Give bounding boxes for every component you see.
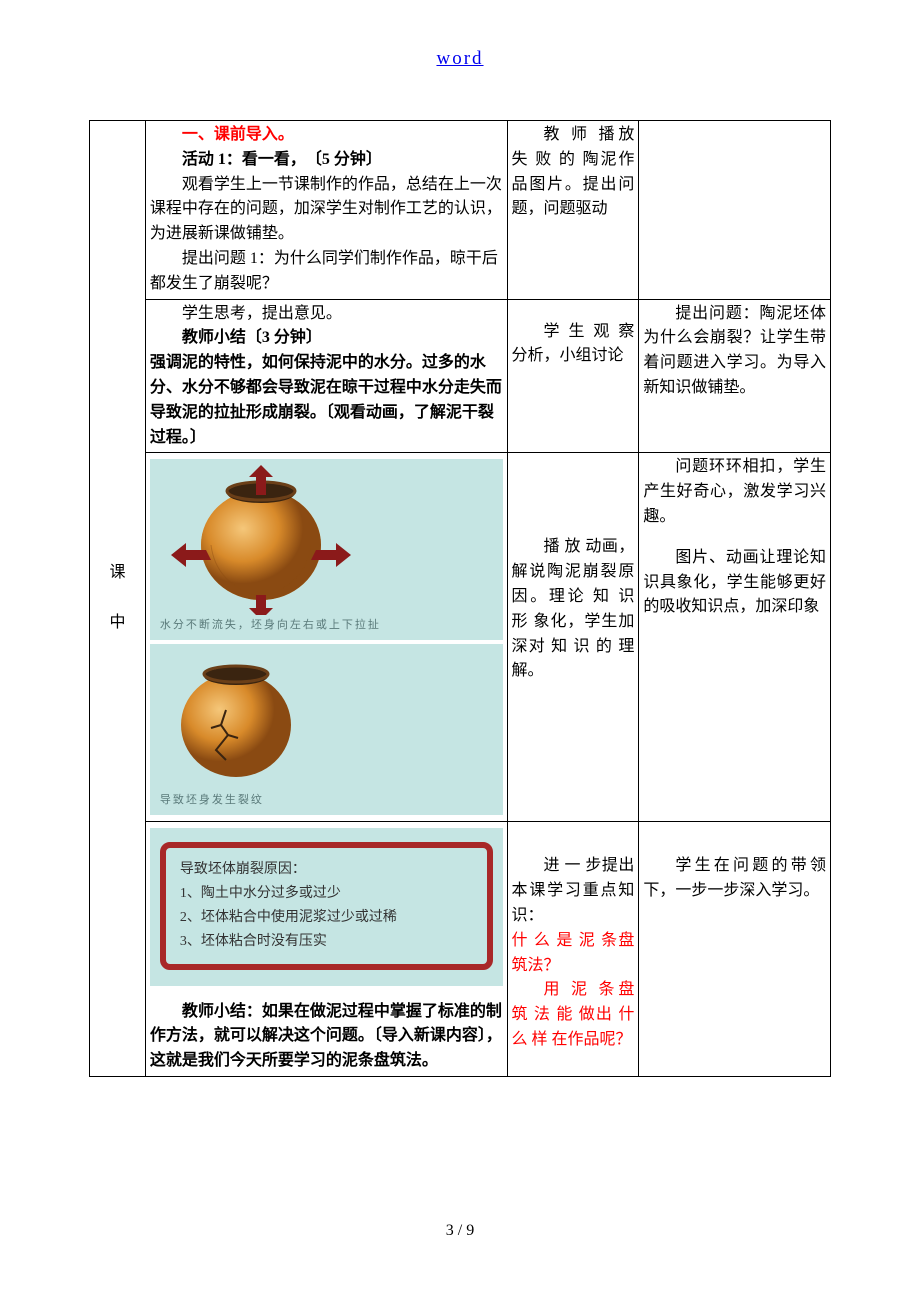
s2-mid: 学 生 观 察 分析，小组讨论 [512,320,635,370]
main-col-r1: 一、课前导入。 活动 1：看一看， 〔5 分钟〕 观看学生上一节课制作的作品，总… [145,121,507,300]
illustration-1: 水分不断流失，坯身向左右或上下拉扯 [150,459,503,640]
spacer [643,530,826,546]
mid-col-r2: 学 生 观 察 分析，小组讨论 [507,299,639,453]
spacer [643,824,826,854]
mid-col-r1: 教 师 播放 失 败 的 陶泥作品图片。提出问题，问题驱动 [507,121,639,300]
s1-p1: 观看学生上一节课制作的作品，总结在上一次课程中存在的问题，加深学生对制作工艺的认… [150,173,503,247]
reason-3: 3、坯体粘合时没有压实 [180,930,473,954]
section-title-1: 一、课前导入。 [150,123,503,148]
s3-mid: 播 放 动画，解说陶泥崩裂原因。理论 知 识 形 象化，学生加深对 知 识 的 … [512,535,635,684]
main-col-r4: 导致坯体崩裂原因： 1、陶土中水分过多或过少 2、坯体粘合中使用泥浆过少或过稀 … [145,822,507,1077]
reasons-title: 导致坯体崩裂原因： [180,858,473,882]
page-footer: 3 / 9 [0,1222,920,1240]
spacer [512,455,635,535]
mid-col-r3: 播 放 动画，解说陶泥崩裂原因。理论 知 识 形 象化，学生加深对 知 识 的 … [507,453,639,822]
right-col-r4: 学生在问题的带领下，一步一步深入学习。 [639,822,831,1077]
main-col-r2: 学生思考，提出意见。 教师小结〔3 分钟〕 强调泥的特性，如何保持泥中的水分。过… [145,299,507,453]
spacer [150,990,503,1000]
s2-p2: 强调泥的特性，如何保持泥中的水分。过多的水分、水分不够都会导致泥在晾干过程中水分… [150,351,503,450]
s4-mid-red2: 用 泥 条盘 筑 法 能 做出 什 么 样 在作品呢？ [512,978,635,1052]
pot-cracked-icon [156,650,316,790]
s3-right2: 图片、动画让理论知识具象化，学生能够更好的吸收知识点，加深印象 [643,546,826,620]
illustration-2: 导致坯身发生裂纹 [150,644,503,815]
reason-1: 1、陶土中水分过多或过少 [180,882,473,906]
s1-mid: 教 师 播放 失 败 的 陶泥作品图片。提出问题，问题驱动 [512,123,635,222]
s2-right: 提出问题：陶泥坯体为什么会崩裂？让学生带着问题进入学习。为导入新知识做铺垫。 [643,302,826,401]
right-col-r1 [639,121,831,300]
s4-summary: 教师小结：如果在做泥过程中掌握了标准的制作方法，就可以解决这个问题。〔导入新课内… [150,1000,503,1074]
s1-p2: 提出问题 1：为什么同学们制作作品，晾干后都发生了崩裂呢？ [150,247,503,297]
s4-right: 学生在问题的带领下，一步一步深入学习。 [643,854,826,904]
s2-subtitle: 教师小结〔3 分钟〕 [150,326,503,351]
crack-reasons-box: 导致坯体崩裂原因： 1、陶土中水分过多或过少 2、坯体粘合中使用泥浆过少或过稀 … [150,828,503,985]
s3-right1: 问题环环相扣，学生产生好奇心，激发学习兴趣。 [643,455,826,529]
header-link[interactable]: word [436,48,483,70]
s4-mid-red1: 什 么 是 泥 条盘筑法？ [512,932,635,974]
ill2-caption: 导致坯身发生裂纹 [156,792,497,809]
reason-2: 2、坯体粘合中使用泥浆过少或过稀 [180,906,473,930]
ill1-caption: 水分不断流失，坯身向左右或上下拉扯 [156,617,497,634]
s2-p1: 学生思考，提出意见。 [150,302,503,327]
main-col-r3: 水分不断流失，坯身向左右或上下拉扯 导致坯身发生裂纹 [145,453,507,822]
pot-arrows-icon [156,465,366,615]
page-body: 课中 一、课前导入。 活动 1：看一看， 〔5 分钟〕 观看学生上一节课制作的作… [89,120,831,1077]
activity-1-title: 活动 1：看一看， 〔5 分钟〕 [150,148,503,173]
lesson-table: 课中 一、课前导入。 活动 1：看一看， 〔5 分钟〕 观看学生上一节课制作的作… [89,120,831,1077]
spacer [512,824,635,854]
spacer [512,302,635,320]
right-col-r2: 提出问题：陶泥坯体为什么会崩裂？让学生带着问题进入学习。为导入新知识做铺垫。 [639,299,831,453]
mid-col-r4: 进 一 步提出本课学习重点知识： 什 么 是 泥 条盘筑法？ 用 泥 条盘 筑 … [507,822,639,1077]
phase-label: 课中 [90,121,146,1077]
right-col-r3: 问题环环相扣，学生产生好奇心，激发学习兴趣。 图片、动画让理论知识具象化，学生能… [639,453,831,822]
crack-reasons-inner: 导致坯体崩裂原因： 1、陶土中水分过多或过少 2、坯体粘合中使用泥浆过少或过稀 … [160,842,493,969]
s4-mid-p1: 进 一 步提出本课学习重点知识： [512,854,635,928]
